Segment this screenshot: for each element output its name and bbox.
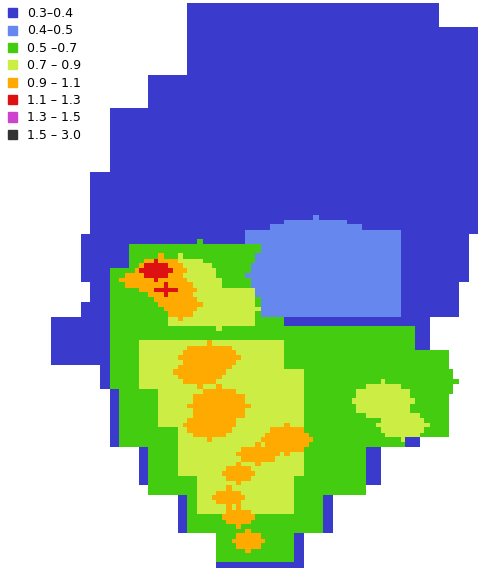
Legend: 0.3–0.4, 0.4–0.5, 0.5 –0.7, 0.7 – 0.9, 0.9 – 1.1, 1.1 – 1.3, 1.3 – 1.5, 1.5 – 3.: 0.3–0.4, 0.4–0.5, 0.5 –0.7, 0.7 – 0.9, 0…: [4, 3, 85, 146]
